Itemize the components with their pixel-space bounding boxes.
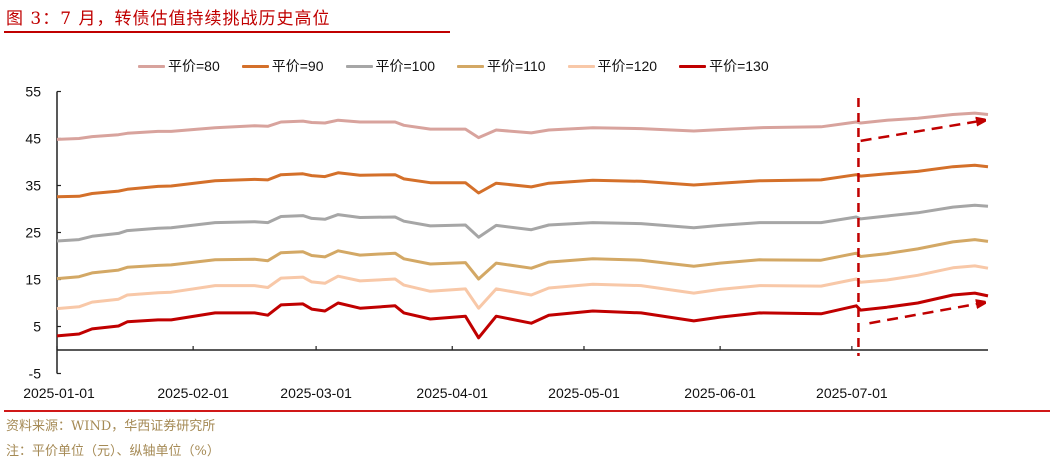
legend-item: 平价=80 bbox=[138, 56, 220, 76]
title-underline bbox=[4, 31, 450, 33]
legend-swatch-icon bbox=[345, 64, 373, 68]
y-tick-label: 25 bbox=[25, 225, 41, 241]
footer-divider bbox=[4, 410, 1050, 412]
legend-swatch-icon bbox=[679, 64, 707, 68]
chart-legend: 平价=80 平价=90 平价=100 平价=110 平价=120 平价=130 bbox=[138, 56, 791, 76]
legend-swatch-icon bbox=[457, 64, 485, 68]
legend-item: 平价=120 bbox=[567, 56, 658, 76]
x-tick-label: 2025-03-01 bbox=[280, 385, 352, 401]
x-tick-label: 2025-05-01 bbox=[548, 385, 620, 401]
legend-label: 平价=90 bbox=[271, 58, 324, 74]
legend-item: 平价=90 bbox=[241, 56, 324, 76]
x-tick-label: 2025-02-01 bbox=[157, 385, 229, 401]
y-tick-label: 55 bbox=[25, 84, 41, 100]
unit-note: 注：平价单位（元）、纵轴单位（%） bbox=[6, 444, 220, 459]
source-note: 资料来源：WIND，华西证券研究所 bbox=[6, 419, 216, 434]
series-line bbox=[56, 163, 989, 199]
y-tick-label: 15 bbox=[25, 272, 41, 288]
y-tick-label: 45 bbox=[25, 131, 41, 147]
figure-title: 图 3：7 月，转债估值持续挑战历史高位 bbox=[6, 9, 331, 29]
legend-swatch-icon bbox=[138, 64, 165, 68]
series-line bbox=[56, 291, 989, 340]
legend-label: 平价=100 bbox=[375, 58, 436, 74]
y-tick-label: 5 bbox=[33, 319, 41, 335]
series-line bbox=[56, 238, 989, 281]
trend-arrow bbox=[860, 121, 982, 143]
series-line bbox=[56, 203, 989, 243]
legend-item: 平价=100 bbox=[345, 56, 436, 76]
y-tick-label: -5 bbox=[29, 366, 42, 382]
series-line bbox=[56, 264, 989, 311]
line-chart: -5 5 15 25 35 45 55 2025-01-01 2025-02-01 2025-03… bbox=[23, 84, 989, 401]
legend-label: 平价=130 bbox=[709, 58, 769, 74]
legend-label: 平价=110 bbox=[487, 58, 546, 74]
legend-item: 平价=130 bbox=[679, 56, 769, 76]
trend-arrow bbox=[869, 303, 982, 325]
series-line bbox=[56, 111, 989, 141]
legend-item: 平价=110 bbox=[457, 56, 546, 76]
x-tick-label: 2025-01-01 bbox=[23, 385, 95, 401]
legend-swatch-icon bbox=[567, 64, 595, 68]
x-tick-label: 2025-06-01 bbox=[684, 385, 756, 401]
y-tick-label: 35 bbox=[25, 178, 41, 194]
legend-label: 平价=120 bbox=[597, 58, 658, 74]
x-tick-label: 2025-07-01 bbox=[816, 385, 888, 401]
legend-label: 平价=80 bbox=[168, 58, 220, 74]
legend-swatch-icon bbox=[241, 64, 269, 68]
x-tick-label: 2025-04-01 bbox=[416, 385, 488, 401]
